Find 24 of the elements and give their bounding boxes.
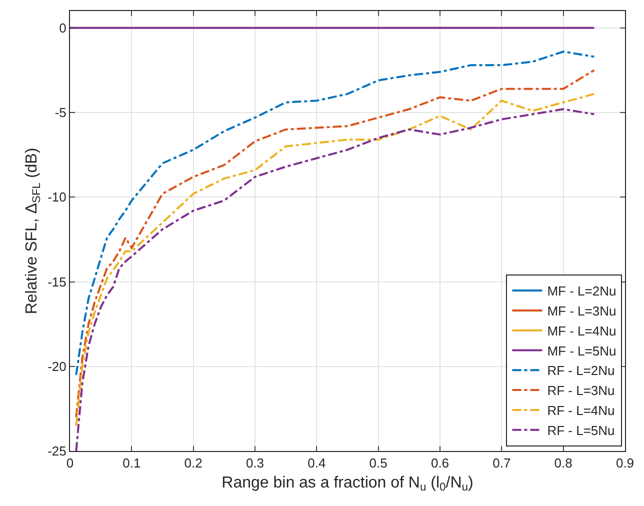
x-tick-label: 0.2 <box>184 456 202 471</box>
legend-label: RF - L=4Nu <box>547 403 615 418</box>
x-tick-label: 0.5 <box>369 456 388 471</box>
y-tick-label: -20 <box>48 358 66 374</box>
y-tick-label: -10 <box>48 190 66 205</box>
legend-label: RF - L=2Nu <box>547 363 615 378</box>
x-tick-label: 0.4 <box>308 456 326 471</box>
y-tick-label: -15 <box>48 274 66 290</box>
x-tick-label: 0.6 <box>430 456 450 471</box>
legend-label: MF - L=5Nu <box>547 343 616 358</box>
y-tick-label: 0 <box>59 20 66 36</box>
x-tick-label: 0.1 <box>122 456 141 471</box>
x-axis-title: Range bin as a fraction of N$_{u}$ (l$_{0}$/N$_{u}$) <box>222 474 474 494</box>
legend-label: MF - L=2Nu <box>547 284 616 299</box>
y-tick-label: -25 <box>48 444 66 459</box>
legend-label: MF - L=4Nu <box>547 323 616 338</box>
legend-label: RF - L=5Nu <box>547 422 615 438</box>
y-tick-label: -5 <box>54 105 66 120</box>
x-tick-label: 0.8 <box>554 456 572 471</box>
x-tick-label: 0.7 <box>492 456 511 471</box>
x-tick-label: 0.3 <box>246 456 264 471</box>
legend-label: MF - L=3Nu <box>547 304 616 319</box>
legend-label: RF - L=3Nu <box>547 383 615 398</box>
x-tick-label: 0.9 <box>616 456 634 471</box>
